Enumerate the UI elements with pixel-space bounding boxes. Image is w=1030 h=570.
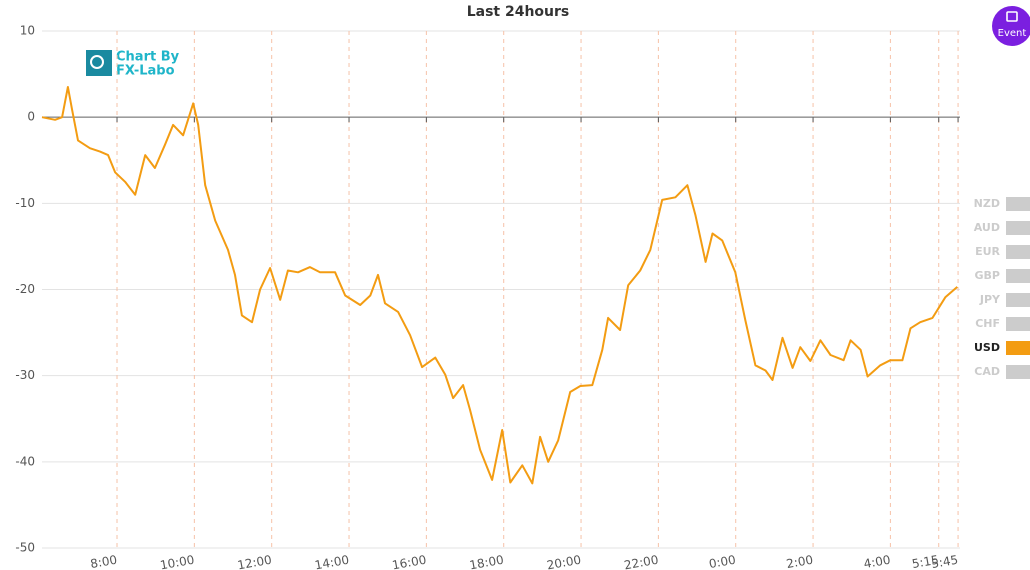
legend-swatch[interactable] [1006,197,1030,211]
legend-label[interactable]: EUR [975,245,1000,258]
legend-label[interactable]: JPY [979,293,1001,306]
legend-swatch[interactable] [1006,317,1030,331]
legend-label[interactable]: USD [974,341,1000,354]
x-tick-label: 14:00 [314,553,350,570]
x-tick-label: 22:00 [623,553,659,570]
legend-label[interactable]: NZD [974,197,1000,210]
event-button-bg[interactable] [992,6,1030,46]
watermark-icon [86,50,112,76]
chart-title: Last 24hours [467,4,570,20]
x-tick-label: 18:00 [468,553,504,570]
x-tick-label: 5:15 [911,553,940,570]
x-tick-label: 4:00 [863,553,892,570]
watermark-text: FX-Labo [116,64,175,79]
legend-swatch[interactable] [1006,245,1030,259]
y-tick-label: -40 [15,454,35,468]
x-tick-label: 8:00 [89,553,118,570]
legend-label[interactable]: CAD [974,365,1000,378]
legend-label[interactable]: GBP [975,269,1000,282]
event-button-label[interactable]: Event [998,28,1027,39]
legend-swatch[interactable] [1006,221,1030,235]
y-tick-label: -20 [15,282,35,296]
legend-label[interactable]: CHF [975,317,1000,330]
legend-swatch[interactable] [1006,365,1030,379]
x-tick-label: 5:45 [930,553,959,570]
legend-swatch[interactable] [1006,269,1030,283]
event-icon [1006,11,1018,22]
x-tick-label: 10:00 [159,553,195,570]
watermark-icon-glass [90,55,104,69]
x-tick-label: 0:00 [708,553,737,570]
y-tick-label: -30 [15,368,35,382]
x-tick-label: 2:00 [785,553,814,570]
legend-label[interactable]: AUD [974,221,1000,234]
x-tick-label: 16:00 [391,553,427,570]
legend-swatch[interactable] [1006,293,1030,307]
legend-swatch[interactable] [1006,341,1030,355]
y-tick-label: -50 [15,541,35,555]
event-button[interactable]: Event [992,6,1030,46]
watermark: Chart By FX-Labo [86,50,180,79]
y-tick-label: -10 [15,196,35,210]
watermark-text: Chart By [116,50,180,65]
y-tick-label: 0 [27,110,35,124]
line [41,86,958,485]
x-tick-label: 20:00 [546,553,582,570]
y-tick-label: 10 [20,24,35,38]
x-tick-label: 12:00 [236,553,272,570]
